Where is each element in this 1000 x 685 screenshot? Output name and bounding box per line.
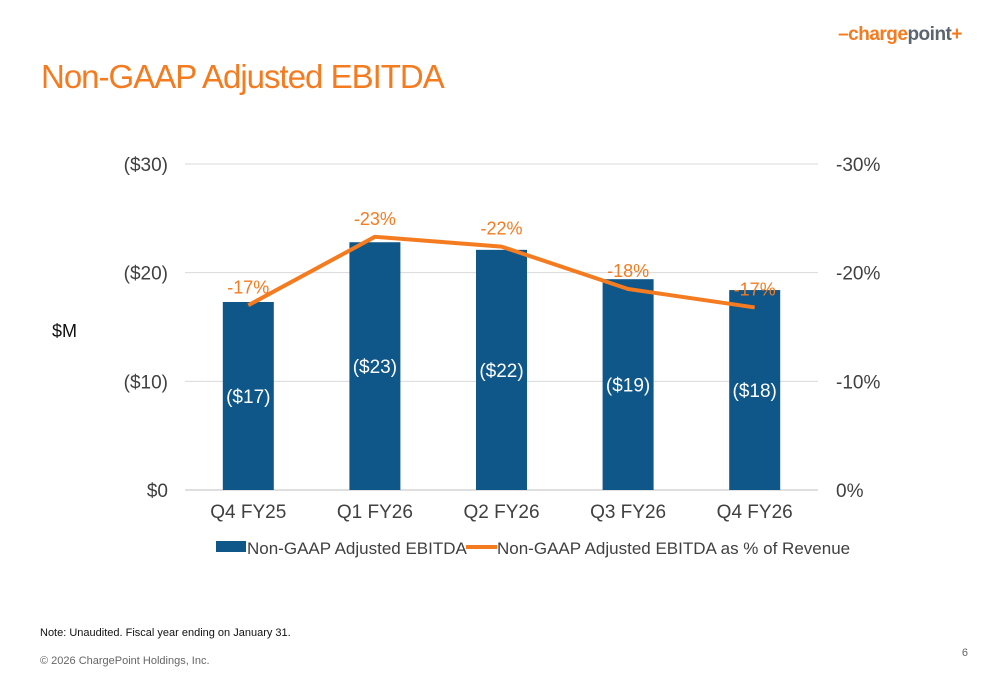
- line-data-label: -17%: [734, 279, 776, 299]
- logo-point: point: [907, 24, 952, 45]
- x-tick-label: Q3 FY26: [590, 502, 666, 523]
- bar-data-label: ($23): [353, 357, 397, 378]
- footnote: Note: Unaudited. Fiscal year ending on J…: [40, 627, 291, 639]
- line-series: [247, 234, 755, 310]
- bar: [729, 290, 781, 490]
- y-tick-label: $0: [147, 481, 168, 502]
- y2-tick-label: 0%: [836, 481, 864, 502]
- line-data-label: -18%: [607, 261, 649, 281]
- y-tick-label: ($10): [124, 372, 168, 393]
- bar: [476, 249, 527, 490]
- line-data-label: -23%: [354, 209, 396, 229]
- line-data-label: -17%: [227, 277, 269, 297]
- y-tick-label: ($20): [124, 264, 168, 285]
- bar-data-label: ($17): [226, 387, 270, 408]
- page-number: 6: [961, 647, 968, 659]
- y-tick-label: ($30): [124, 155, 168, 176]
- bar: [222, 302, 274, 490]
- line-data-label: -22%: [480, 219, 522, 239]
- y2-tick-label: -10%: [836, 372, 880, 393]
- chargepoint-logo: –chargepoint+: [838, 24, 962, 46]
- logo-charge: charge: [848, 24, 908, 45]
- x-tick-label: Q4 FY25: [210, 502, 286, 523]
- page-title: Non-GAAP Adjusted EBITDA: [41, 58, 445, 95]
- x-tick-label: Q1 FY26: [337, 502, 413, 523]
- bar-data-label: ($18): [733, 381, 777, 402]
- x-tick-label: Q2 FY26: [463, 502, 539, 523]
- y2-tick-label: -20%: [836, 264, 880, 285]
- bar: [349, 242, 401, 490]
- bar: [602, 279, 654, 490]
- logo-dash: –: [838, 24, 849, 45]
- bar-data-label: ($22): [479, 361, 523, 382]
- legend-label-bar: Non-GAAP Adjusted EBITDA: [247, 539, 468, 558]
- bar-data-label: ($19): [606, 376, 650, 397]
- y-axis-label: $M: [52, 321, 77, 341]
- legend-swatch-bar: [216, 541, 246, 552]
- logo-plus: +: [951, 24, 962, 45]
- copyright: © 2026 ChargePoint Holdings, Inc.: [40, 655, 210, 667]
- x-tick-label: Q4 FY26: [717, 502, 793, 523]
- legend-label-line: Non-GAAP Adjusted EBITDA as % of Revenue: [497, 539, 850, 558]
- y2-tick-label: -30%: [836, 155, 880, 176]
